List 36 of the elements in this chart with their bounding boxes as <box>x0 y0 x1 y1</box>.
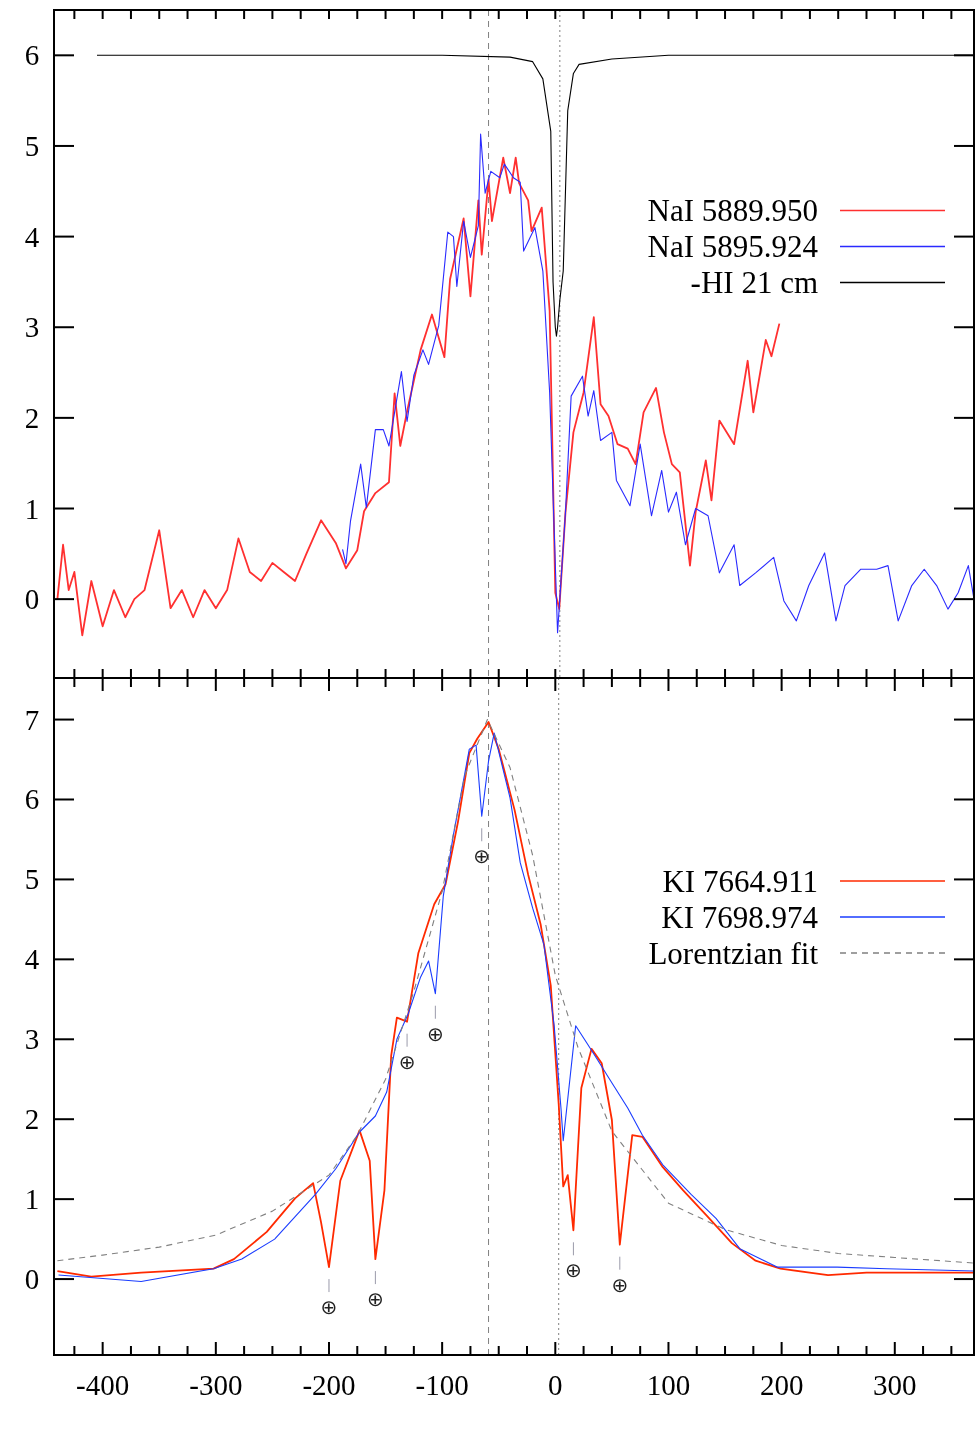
y-tick-label: 4 <box>24 220 40 253</box>
x-tick-label: 100 <box>646 1369 691 1401</box>
y-tick-label: 4 <box>24 943 40 976</box>
y-tick-label: 2 <box>24 401 40 434</box>
legend-label: Lorentzian fit <box>648 935 819 971</box>
legend-label: -HI 21 cm <box>690 264 818 300</box>
x-tick-label: -100 <box>415 1369 469 1401</box>
x-tick-label: -300 <box>189 1369 243 1401</box>
y-tick-label: 1 <box>24 492 40 525</box>
y-tick-label: 6 <box>24 39 40 72</box>
annotation: ⊕ <box>611 1272 629 1297</box>
annotation: ⊕ <box>473 844 491 869</box>
annotation: ⊕ <box>565 1258 582 1283</box>
legend-label: NaI 5895.924 <box>647 228 819 264</box>
y-tick-label: 6 <box>24 783 40 816</box>
y-tick-label: 0 <box>24 583 40 616</box>
x-tick-label: 300 <box>873 1369 917 1401</box>
y-tick-label: 0 <box>24 1263 40 1296</box>
annotation: ⊕ <box>320 1295 338 1320</box>
y-tick-label: 7 <box>24 703 40 736</box>
legend-label: NaI 5889.950 <box>647 192 818 228</box>
y-tick-label: 2 <box>24 1103 40 1136</box>
x-tick-label: 0 <box>548 1369 563 1401</box>
annotation: ⊕ <box>426 1021 444 1046</box>
legend-label: KI 7698.974 <box>661 899 819 935</box>
y-tick-label: 1 <box>24 1183 40 1216</box>
x-tick-label: 200 <box>759 1369 804 1401</box>
y-tick-label: 5 <box>24 129 40 162</box>
annotation: ⊕ <box>366 1287 384 1312</box>
legend-label: KI 7664.911 <box>662 863 818 899</box>
y-tick-label: 3 <box>24 1023 40 1056</box>
x-tick-label: -200 <box>302 1369 356 1401</box>
x-tick-label: -400 <box>76 1369 130 1401</box>
annotation: ⊕ <box>398 1049 416 1074</box>
y-tick-label: 5 <box>24 863 40 896</box>
y-tick-label: 3 <box>24 311 40 344</box>
